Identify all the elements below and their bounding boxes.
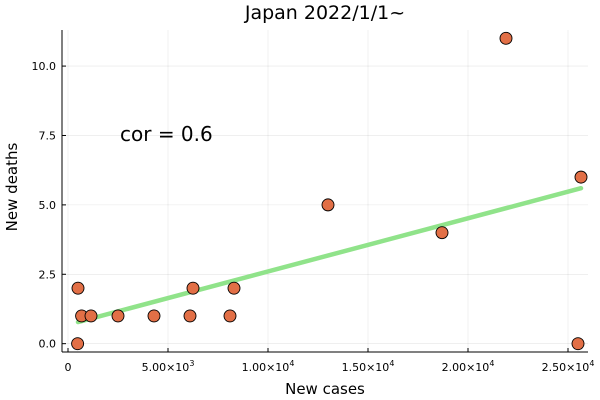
data-point [571,337,585,351]
y-tick-label: 7.5 [39,129,57,142]
x-tick-label: 2.00×104 [442,359,495,374]
y-tick-labels: 0.0 2.5 5.0 7.5 10.0 [32,60,57,351]
x-tick-label: 0 [65,361,72,374]
data-point [435,226,449,240]
x-tick-label: 1.50×104 [342,359,395,374]
data-point [223,309,237,323]
data-point [84,309,98,323]
correlation-annotation: cor = 0.6 [120,122,213,146]
data-point [574,170,588,184]
data-point [227,281,241,295]
data-point [147,309,161,323]
x-axis-label: New cases [285,380,365,398]
x-tick-label: 2.50×104 [542,359,595,374]
data-point [71,337,85,351]
data-point [71,281,85,295]
x-tick-label: 1.00×104 [242,359,295,374]
y-tick-label: 10.0 [32,60,57,73]
axes-layer [61,30,588,353]
y-tick-label: 5.0 [39,199,57,212]
x-tick-labels: 0 5.00×103 1.00×104 1.50×104 2.00×104 2.50×10… [65,359,595,374]
data-point [321,198,335,212]
chart-title: Japan 2022/1/1~ [244,2,405,24]
points-layer [71,31,588,351]
data-point [111,309,125,323]
x-tick-label: 5.00×103 [142,359,195,374]
y-axis-label: New deaths [3,143,21,232]
y-tick-label: 2.5 [39,268,57,281]
data-point [183,309,197,323]
fit-line [75,185,584,325]
data-point [186,281,200,295]
data-point [499,31,513,45]
y-tick-label: 0.0 [39,338,57,351]
